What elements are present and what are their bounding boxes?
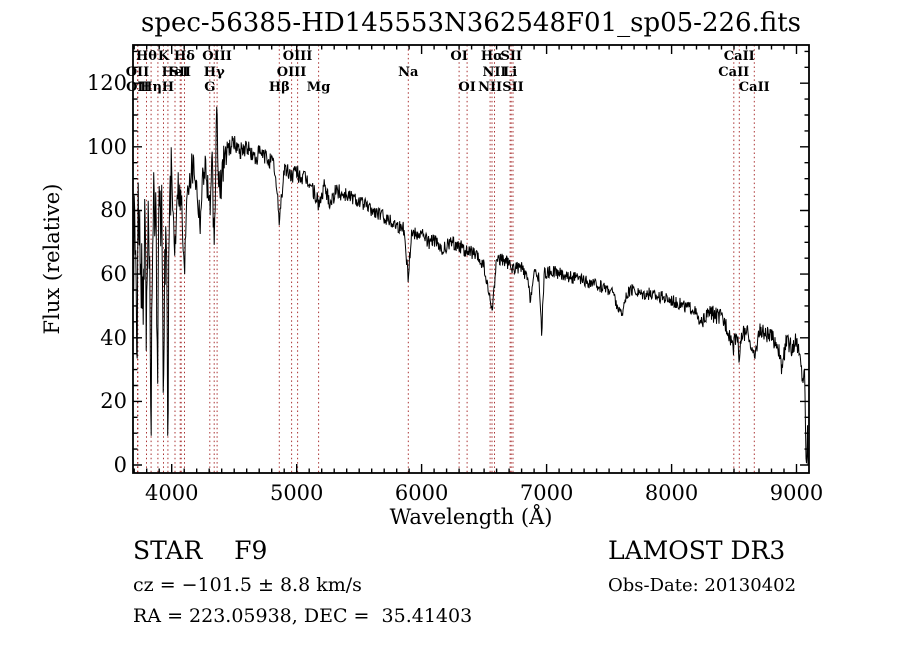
- spectral-line-label: Hθ: [136, 49, 157, 64]
- ra-dec-value: RA = 223.05938, DEC = 35.41403: [133, 605, 473, 627]
- spectral-line-label: NII: [478, 80, 503, 95]
- spectral-line-label: K: [157, 49, 170, 64]
- spectral-line-label: OIII: [276, 64, 307, 80]
- spectral-line-label: SII: [500, 49, 523, 64]
- spectral-line-label: OII: [126, 80, 150, 95]
- y-tick-label: 0: [113, 453, 127, 478]
- x-tick-label: 5000: [269, 481, 324, 505]
- spectrum-trace: [132, 106, 809, 466]
- spectral-line-label: Li: [503, 64, 518, 80]
- x-tick-label: 6000: [394, 481, 449, 505]
- spectral-line-label: Hη: [140, 80, 162, 95]
- y-tick-label: 60: [100, 262, 127, 287]
- y-axis-label: Flux (relative): [40, 183, 64, 335]
- x-tick-label: 7000: [519, 481, 574, 505]
- survey-label: LAMOST DR3: [608, 536, 786, 565]
- y-tick-label: 80: [100, 198, 127, 223]
- x-tick-label: 8000: [644, 481, 699, 505]
- plot-title: spec-56385-HD145553N362548F01_sp05-226.f…: [141, 8, 801, 38]
- spectral-line-label: OI: [458, 80, 476, 95]
- y-tick-label: 100: [86, 134, 127, 159]
- spectral-line-label: OIII: [202, 49, 232, 64]
- spectral-line-label: Mg: [306, 80, 331, 95]
- x-tick-label: 4000: [145, 481, 199, 505]
- classification-label: STAR F9: [133, 536, 268, 565]
- spectral-line-label: OIII: [282, 49, 313, 64]
- spectral-line-label: CaII: [718, 64, 750, 80]
- spectral-line-label: Hα: [480, 49, 504, 64]
- spectral-line-label: Hδ: [173, 49, 195, 64]
- axis-ticks: [133, 45, 809, 473]
- spectral-line-label: Hγ: [203, 64, 225, 80]
- spectral-line-label: SII: [169, 64, 191, 80]
- spectral-line-label: Na: [398, 64, 419, 80]
- spectral-line-label: HeI: [161, 64, 189, 80]
- y-tick-label: 120: [86, 71, 127, 96]
- spectral-line-label: Hβ: [268, 80, 290, 95]
- plot-frame: [132, 44, 810, 474]
- y-tick-label: 20: [100, 389, 127, 414]
- cz-value: cz = −101.5 ± 8.8 km/s: [133, 574, 362, 596]
- spectral-line-label: CaII: [738, 80, 770, 95]
- spectral-line-label: OI: [450, 49, 468, 64]
- spectral-line-label: H: [161, 80, 175, 95]
- spectral-line-label: SII: [502, 80, 524, 95]
- x-tick-label: 9000: [769, 481, 824, 505]
- obs-date: Obs-Date: 20130402: [608, 575, 797, 596]
- spectral-line-label: NII: [482, 64, 507, 80]
- x-axis-label: Wavelength (Å): [389, 505, 553, 529]
- spectral-line-label: G: [204, 80, 216, 95]
- y-tick-label: 40: [100, 325, 127, 350]
- spectral-line-label: CaII: [723, 49, 755, 64]
- spectral-line-label: OII: [125, 64, 150, 80]
